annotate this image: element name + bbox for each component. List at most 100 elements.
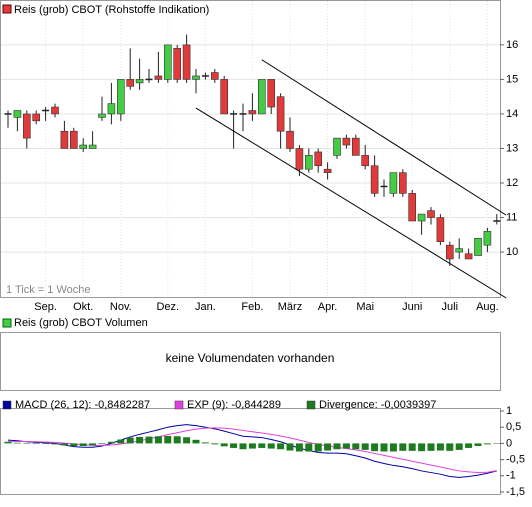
divergence-bar — [79, 443, 87, 446]
legend-swatch — [2, 4, 12, 14]
candle-body — [398, 172, 407, 194]
divergence-bar — [333, 443, 341, 450]
divergence-bar — [164, 435, 172, 444]
y-tick-label: 12 — [506, 177, 518, 189]
divergence-bar — [4, 441, 12, 444]
candle-body — [286, 130, 294, 149]
divergence-bar — [483, 443, 491, 445]
candle-body — [389, 172, 398, 194]
divergence-bar — [89, 443, 97, 446]
divergence-bar — [32, 443, 40, 445]
divergence-bar — [446, 443, 454, 451]
y-tick-label: 0 — [506, 437, 512, 449]
candle-body — [117, 79, 125, 115]
panel-title: Reis (grob) CBOT Volumen — [14, 317, 148, 329]
divergence-bar — [230, 443, 238, 448]
x-tick-label: Jan. — [195, 301, 216, 313]
x-tick-label: Dez. — [156, 301, 179, 313]
divergence-bar — [314, 443, 322, 452]
candle-body — [314, 151, 323, 167]
y-tick-label: 0,5 — [506, 421, 521, 433]
x-tick-label: Feb. — [241, 301, 263, 313]
divergence-bar — [201, 442, 209, 444]
divergence-bar — [286, 443, 294, 451]
legend-swatch — [174, 400, 184, 410]
candle-body — [164, 44, 172, 80]
divergence-bar — [173, 436, 181, 444]
y-tick-label: 10 — [506, 246, 518, 258]
x-tick-label: Juni — [402, 301, 422, 313]
x-tick-label: Apr. — [318, 301, 338, 313]
candle-body — [304, 155, 313, 170]
y-tick-label: -1 — [506, 470, 516, 482]
divergence-bar — [465, 443, 473, 448]
divergence-bar — [399, 443, 407, 451]
candle-body — [370, 165, 379, 194]
empty-message: keine Volumendaten vorhanden — [166, 351, 335, 365]
candle-body — [79, 144, 87, 149]
y-tick-label: 13 — [506, 142, 518, 154]
x-tick-label: März — [278, 301, 302, 313]
candle-body — [22, 113, 31, 139]
divergence-bar — [324, 443, 332, 451]
divergence-bar — [380, 443, 388, 452]
chart-title: Reis (grob) CBOT (Rohstoffe Indikation) — [14, 4, 209, 16]
candle-body — [220, 79, 228, 115]
divergence-bar — [192, 439, 200, 444]
price-panel — [0, 0, 501, 298]
candle-body — [436, 217, 445, 243]
candle-body — [32, 113, 41, 122]
divergence-bar — [474, 443, 482, 446]
divergence-bar — [436, 443, 444, 451]
candle-body — [483, 231, 492, 246]
divergence-bar — [60, 443, 68, 446]
divergence-bar — [267, 443, 275, 449]
y-tick-label: -0,5 — [506, 454, 525, 466]
candle-body — [417, 213, 426, 222]
candle-body — [192, 75, 200, 80]
x-tick-label: Juli — [442, 301, 459, 313]
candle-body — [257, 79, 266, 115]
divergence-bar — [117, 439, 125, 444]
candle-body — [107, 103, 116, 115]
candle-body — [135, 79, 144, 84]
candle-body — [474, 237, 482, 256]
divergence-bar — [427, 443, 435, 451]
macd-panel — [0, 408, 501, 495]
macd-line — [7, 424, 497, 478]
divergence-bar — [183, 437, 191, 444]
divergence-bar — [418, 443, 426, 452]
legend-label: EXP (9): -0,844289 — [187, 399, 281, 411]
y-tick-label: 16 — [506, 39, 518, 51]
divergence-bar — [98, 443, 106, 445]
trend-line — [195, 107, 507, 299]
candle-body — [182, 44, 191, 80]
legend-swatch — [2, 400, 12, 410]
divergence-bar — [23, 443, 31, 444]
legend-swatch — [306, 400, 316, 410]
divergence-bar — [13, 442, 21, 444]
candle-body — [361, 155, 370, 167]
divergence-bar — [145, 436, 153, 444]
divergence-bar — [248, 443, 256, 449]
candle-body — [455, 248, 464, 253]
divergence-bar — [295, 443, 303, 452]
divergence-bar — [277, 443, 285, 450]
divergence-bar — [154, 436, 162, 444]
divergence-bar — [136, 436, 144, 444]
x-tick-label: Aug. — [476, 301, 499, 313]
y-tick-label: 11 — [506, 211, 517, 223]
divergence-bar — [493, 443, 501, 444]
candle-body — [295, 148, 304, 170]
candle-body — [211, 72, 219, 80]
x-tick-label: Okt. — [73, 301, 93, 313]
candle-body — [13, 110, 22, 118]
y-tick-label: -1,5 — [506, 486, 525, 498]
x-tick-label: Sep. — [34, 301, 57, 313]
divergence-bar — [126, 437, 134, 444]
note: 1 Tick = 1 Woche — [6, 284, 90, 296]
candle-body — [248, 110, 257, 115]
divergence-bar — [258, 443, 266, 448]
divergence-bar — [361, 443, 369, 450]
y-tick-label: 14 — [506, 108, 518, 120]
